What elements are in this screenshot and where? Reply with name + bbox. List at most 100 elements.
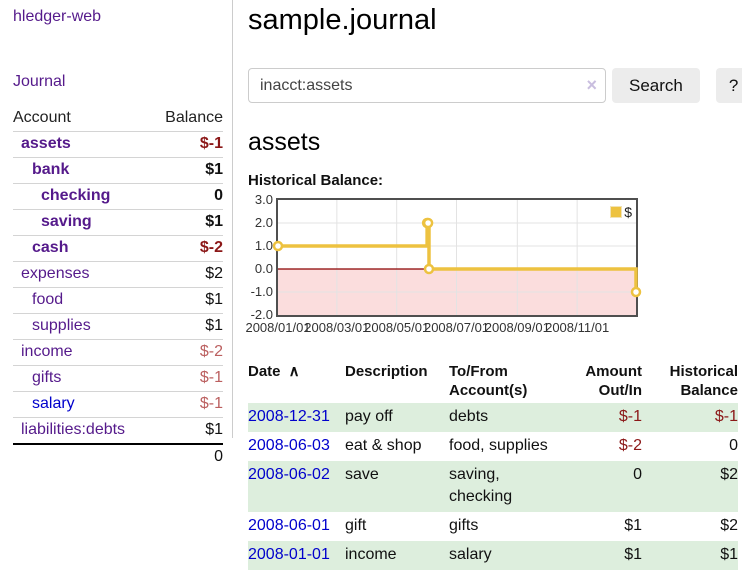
transaction-accounts: saving, checking bbox=[449, 461, 560, 512]
help-button[interactable]: ? bbox=[716, 68, 742, 103]
transaction-balance: $-1 bbox=[642, 403, 738, 432]
transaction-amount: $-1 bbox=[560, 403, 642, 432]
transaction-accounts: food, supplies bbox=[449, 432, 560, 461]
transaction-balance: $1 bbox=[642, 541, 738, 570]
sidebar-account-link[interactable]: salary bbox=[13, 395, 75, 413]
sidebar-account-link[interactable]: bank bbox=[13, 161, 69, 179]
accounts-table: Account Balance assets$-1bank$1checking0… bbox=[13, 106, 223, 470]
transaction-date-link[interactable]: 2008-06-02 bbox=[248, 466, 330, 483]
account-row: bank$1 bbox=[13, 158, 223, 184]
transaction-date-cell: 2008-06-03 bbox=[248, 432, 345, 461]
chart-legend: $ bbox=[610, 204, 632, 220]
transaction-amount: $-2 bbox=[560, 432, 642, 461]
transaction-date-link[interactable]: 2008-06-03 bbox=[248, 437, 330, 454]
x-tick-label: 2008/11/01 bbox=[545, 320, 609, 335]
clear-search-icon[interactable]: × bbox=[586, 76, 597, 94]
sidebar-account-link[interactable]: cash bbox=[13, 239, 68, 257]
legend-swatch-icon bbox=[610, 206, 622, 218]
column-header-amount-out-in: Amount Out/In bbox=[560, 360, 642, 403]
transaction-description: pay off bbox=[345, 403, 449, 432]
transaction-date-cell: 2008-06-02 bbox=[248, 461, 345, 512]
transaction-date-cell: 2008-12-31 bbox=[248, 403, 345, 432]
search-button[interactable]: Search bbox=[612, 68, 700, 103]
sidebar: hledger-web Journal Account Balance asse… bbox=[0, 0, 232, 470]
register-table: Date ∧DescriptionTo/From Account(s)Amoun… bbox=[248, 360, 738, 570]
chart-title: Historical Balance: bbox=[248, 172, 742, 189]
sort-ascending-icon: ∧ bbox=[285, 363, 300, 380]
account-balance: $-1 bbox=[152, 132, 223, 158]
transaction-description: income bbox=[345, 541, 449, 570]
account-row: gifts $-1 bbox=[13, 366, 223, 392]
account-balance: $1 bbox=[152, 210, 223, 236]
sidebar-divider bbox=[232, 0, 233, 438]
sidebar-account-link[interactable]: saving bbox=[13, 213, 92, 231]
account-balance: $-1 bbox=[152, 392, 223, 418]
transaction-balance: 0 bbox=[642, 432, 738, 461]
chart-plot-area: $ bbox=[276, 198, 638, 317]
sidebar-item-journal[interactable]: Journal bbox=[13, 73, 232, 91]
transaction-accounts: debts bbox=[449, 403, 560, 432]
transaction-accounts: salary bbox=[449, 541, 560, 570]
account-row: expenses$2 bbox=[13, 262, 223, 288]
sidebar-account-link[interactable]: liabilities:debts bbox=[13, 421, 125, 439]
app-title-link[interactable]: hledger-web bbox=[13, 8, 232, 26]
transaction-row: 2008-06-02 savesaving, checking0$2 bbox=[248, 461, 738, 512]
transaction-date-cell: 2008-06-01 bbox=[248, 512, 345, 541]
transaction-description: gift bbox=[345, 512, 449, 541]
sidebar-account-link[interactable]: food bbox=[13, 291, 63, 309]
transaction-date-link[interactable]: 2008-12-31 bbox=[248, 408, 330, 425]
page-title: sample.journal bbox=[248, 4, 742, 37]
y-tick-label: -1.0 bbox=[248, 284, 273, 299]
account-column-header: Account bbox=[13, 106, 152, 132]
column-header-description: Description bbox=[345, 360, 449, 403]
transaction-row: 2008-12-31pay offdebts$-1$-1 bbox=[248, 403, 738, 432]
sidebar-account-link[interactable]: checking bbox=[13, 187, 110, 205]
account-row: liabilities:debts $1 bbox=[13, 418, 223, 445]
sidebar-account-link[interactable]: assets bbox=[13, 135, 71, 153]
account-row: food $1 bbox=[13, 288, 223, 314]
account-balance: $1 bbox=[152, 314, 223, 340]
x-tick-label: 2008/01/01 bbox=[245, 320, 310, 335]
account-balance: $-2 bbox=[152, 340, 223, 366]
transaction-description: save bbox=[345, 461, 449, 512]
transaction-row: 2008-06-01giftgifts$1$2 bbox=[248, 512, 738, 541]
transaction-date-link[interactable]: 2008-01-01 bbox=[248, 546, 330, 563]
transaction-amount: 0 bbox=[560, 461, 642, 512]
x-tick-label: 2008/05/01 bbox=[364, 320, 429, 335]
x-tick-label: 2008/09/01 bbox=[485, 320, 550, 335]
transaction-date-link[interactable]: 2008-06-01 bbox=[248, 517, 330, 534]
account-row: income $-2 bbox=[13, 340, 223, 366]
transaction-balance: $2 bbox=[642, 512, 738, 541]
accounts-total-row: 0 bbox=[13, 444, 223, 470]
transaction-row: 2008-01-01incomesalary$1$1 bbox=[248, 541, 738, 570]
y-tick-label: 1.0 bbox=[248, 238, 273, 253]
search-input[interactable] bbox=[248, 68, 606, 103]
account-balance: $-1 bbox=[152, 366, 223, 392]
y-tick-label: 2.0 bbox=[248, 215, 273, 230]
search-form: × Search ? bbox=[248, 68, 742, 103]
sidebar-account-link[interactable]: gifts bbox=[13, 369, 61, 387]
y-tick-label: 0.0 bbox=[248, 261, 273, 276]
column-header-historical-balance: Historical Balance bbox=[642, 360, 738, 403]
account-row: checking 0 bbox=[13, 184, 223, 210]
legend-label: $ bbox=[624, 204, 632, 220]
balance-column-header: Balance bbox=[152, 106, 223, 132]
chart-canvas bbox=[278, 200, 636, 315]
column-header-date[interactable]: Date ∧ bbox=[248, 360, 345, 403]
main-content: sample.journal × Search ? assets Histori… bbox=[248, 0, 742, 570]
sidebar-account-link[interactable]: income bbox=[13, 343, 73, 361]
hledger-web-app: hledger-web Journal Account Balance asse… bbox=[0, 0, 742, 582]
transaction-description: eat & shop bbox=[345, 432, 449, 461]
sidebar-account-link[interactable]: expenses bbox=[13, 265, 90, 283]
column-header-to-from-account-s: To/From Account(s) bbox=[449, 360, 560, 403]
account-balance: $1 bbox=[152, 418, 223, 445]
account-balance: $1 bbox=[152, 288, 223, 314]
account-balance: 0 bbox=[152, 184, 223, 210]
x-tick-label: 2008/07/01 bbox=[424, 320, 489, 335]
sidebar-account-link[interactable]: supplies bbox=[13, 317, 91, 335]
transaction-amount: $1 bbox=[560, 541, 642, 570]
transaction-accounts: gifts bbox=[449, 512, 560, 541]
transaction-date-cell: 2008-01-01 bbox=[248, 541, 345, 570]
transaction-balance: $2 bbox=[642, 461, 738, 512]
account-row: cash$-2 bbox=[13, 236, 223, 262]
